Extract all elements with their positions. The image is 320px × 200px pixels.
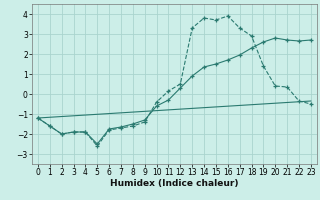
X-axis label: Humidex (Indice chaleur): Humidex (Indice chaleur): [110, 179, 239, 188]
